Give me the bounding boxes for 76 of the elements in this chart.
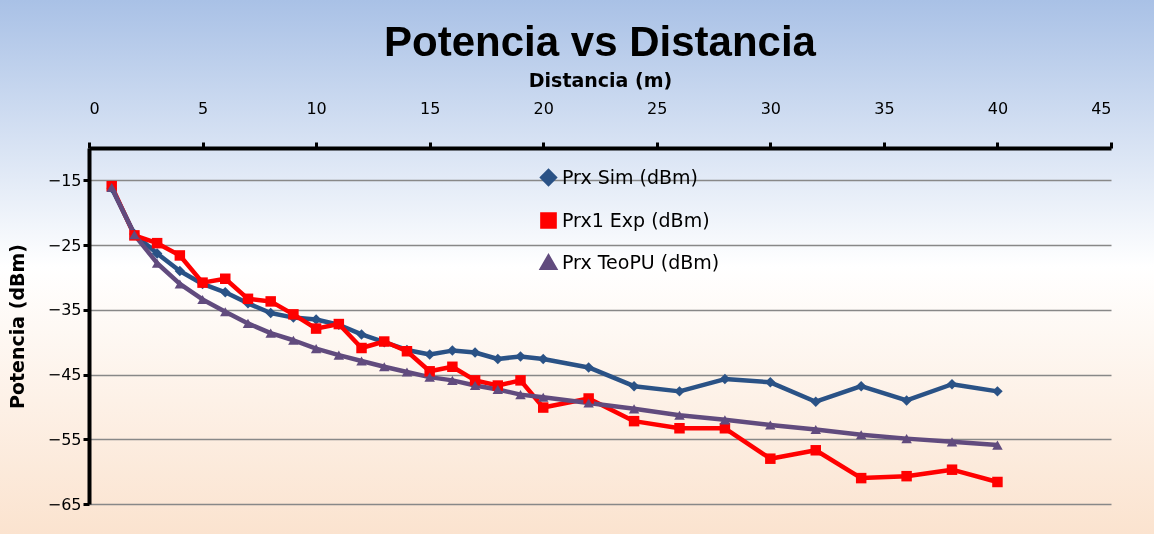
point <box>719 423 731 434</box>
point <box>220 273 231 284</box>
point <box>765 453 776 464</box>
point <box>674 423 685 434</box>
point <box>447 375 458 385</box>
point <box>174 265 186 277</box>
point <box>628 404 640 414</box>
point <box>515 390 526 400</box>
point <box>855 430 867 440</box>
point <box>855 380 867 392</box>
x-tick-label: 20 <box>533 98 554 118</box>
point <box>447 361 458 373</box>
point <box>151 237 163 249</box>
point <box>719 415 731 425</box>
point <box>242 293 254 305</box>
x-axis-title: Distancia (m) <box>528 68 673 91</box>
point <box>265 328 276 338</box>
point <box>424 366 435 377</box>
point <box>583 398 594 408</box>
point <box>242 318 254 328</box>
point <box>628 415 640 427</box>
point <box>220 307 231 317</box>
point <box>810 445 821 456</box>
point <box>379 362 390 372</box>
point <box>333 350 345 360</box>
legend-label: Prx Sim (dBm) <box>562 165 699 188</box>
point <box>492 384 504 394</box>
point <box>220 287 231 298</box>
x-tick-label: 0 <box>89 98 100 118</box>
point <box>901 434 912 444</box>
point <box>537 402 549 413</box>
point <box>424 372 435 382</box>
x-tick-label: 45 <box>1091 98 1112 118</box>
x-tick-label: 10 <box>306 98 327 118</box>
point <box>356 356 367 366</box>
point <box>356 329 367 340</box>
x-tick-label: 30 <box>760 98 782 118</box>
y-tick-label: −15 <box>47 170 82 190</box>
x-tick-label: 40 <box>987 98 1009 118</box>
point <box>992 440 1003 450</box>
point <box>901 395 912 406</box>
y-axis-title: Potencia (dBm) <box>5 244 28 409</box>
legend-label: Prx TeoPU (dBm) <box>562 250 720 273</box>
x-tick-label: 25 <box>647 98 668 118</box>
point <box>537 392 549 402</box>
y-tick-label: −45 <box>47 365 82 385</box>
y-tick-label: −25 <box>47 235 82 255</box>
point <box>288 335 299 345</box>
point <box>674 410 685 420</box>
point <box>810 396 821 407</box>
point <box>469 381 481 391</box>
x-tick-label: 5 <box>197 98 209 118</box>
point <box>810 425 821 435</box>
point <box>265 296 276 307</box>
point <box>401 367 413 377</box>
point <box>901 470 912 482</box>
point <box>174 250 186 261</box>
y-tick-label: −35 <box>47 300 82 320</box>
chart-title: Potencia vs Distancia <box>384 18 817 65</box>
legend-label: Prx1 Exp (dBm) <box>562 208 710 231</box>
point <box>765 420 776 430</box>
point <box>310 344 322 354</box>
point <box>992 476 1003 488</box>
x-tick-label: 15 <box>419 98 441 118</box>
point <box>356 342 367 354</box>
point <box>946 464 958 475</box>
point <box>310 323 322 334</box>
x-tick-label: 35 <box>874 98 895 118</box>
point <box>265 307 276 319</box>
point <box>946 437 958 447</box>
y-tick-label: −65 <box>47 494 82 514</box>
point <box>992 386 1003 397</box>
y-tick-label: −55 <box>47 429 82 449</box>
point <box>151 248 163 259</box>
point <box>515 375 526 386</box>
point <box>855 472 867 484</box>
